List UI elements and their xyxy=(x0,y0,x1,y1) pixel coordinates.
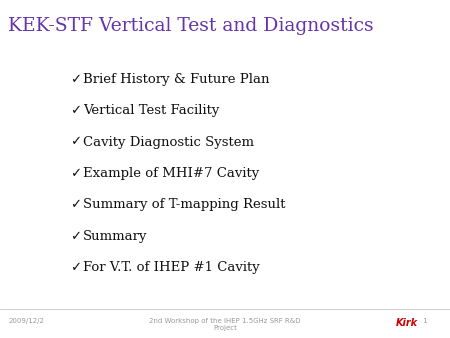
Text: 1: 1 xyxy=(421,318,427,324)
Text: ✓: ✓ xyxy=(70,73,81,86)
Text: ✓: ✓ xyxy=(70,136,81,148)
Text: Brief History & Future Plan: Brief History & Future Plan xyxy=(83,73,270,86)
Text: KEK-STF Vertical Test and Diagnostics: KEK-STF Vertical Test and Diagnostics xyxy=(8,17,374,35)
Text: Summary: Summary xyxy=(83,230,148,243)
Text: Summary of T-mapping Result: Summary of T-mapping Result xyxy=(83,198,286,211)
Text: Example of MHI#7 Cavity: Example of MHI#7 Cavity xyxy=(83,167,260,180)
Text: Vertical Test Facility: Vertical Test Facility xyxy=(83,104,220,117)
Text: For V.T. of IHEP #1 Cavity: For V.T. of IHEP #1 Cavity xyxy=(83,261,260,274)
Text: ✓: ✓ xyxy=(70,104,81,117)
Text: 2009/12/2: 2009/12/2 xyxy=(9,318,45,324)
Text: ✓: ✓ xyxy=(70,230,81,243)
Text: Kirk: Kirk xyxy=(396,318,418,328)
Text: 2nd Workshop of the IHEP 1.5GHz SRF R&D
Project: 2nd Workshop of the IHEP 1.5GHz SRF R&D … xyxy=(149,318,301,331)
Text: ✓: ✓ xyxy=(70,261,81,274)
Text: Cavity Diagnostic System: Cavity Diagnostic System xyxy=(83,136,254,148)
Text: ✓: ✓ xyxy=(70,167,81,180)
Text: ✓: ✓ xyxy=(70,198,81,211)
